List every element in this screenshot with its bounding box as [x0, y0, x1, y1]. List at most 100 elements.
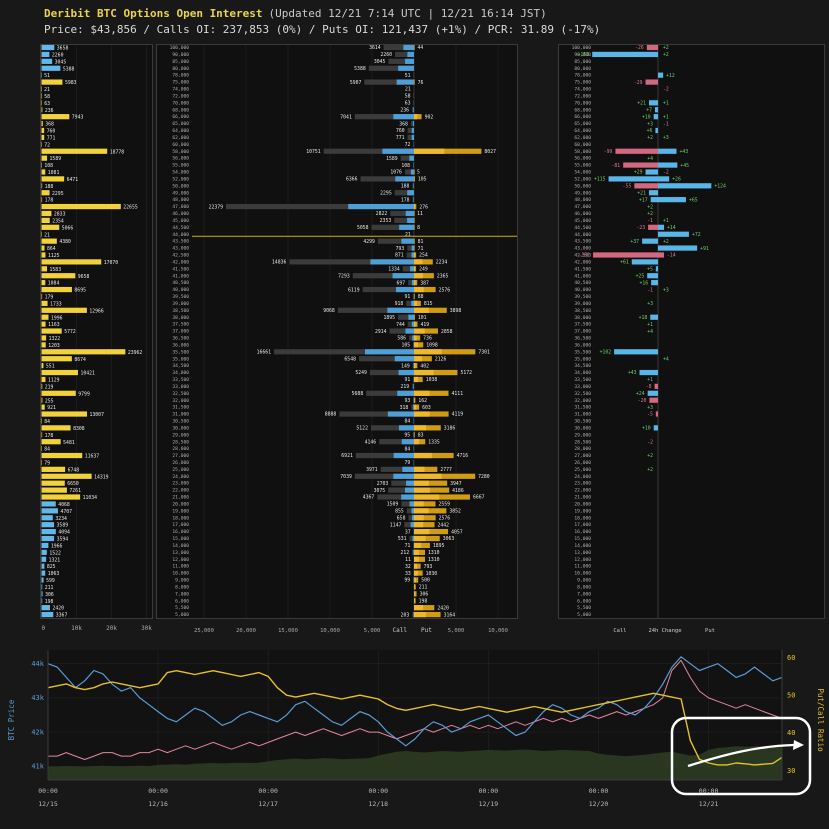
call-oi-value: 178 — [401, 197, 410, 203]
put-oi-value: 2576 — [439, 287, 451, 293]
put-oi-bar-accent — [414, 473, 442, 479]
put-oi-value: 8 — [417, 225, 420, 231]
put-oi-bar-accent — [414, 549, 419, 555]
total-oi-bar — [41, 224, 60, 230]
change-axis-title: 24h Change — [648, 628, 681, 634]
call-oi-value: 37 — [405, 529, 411, 535]
put-change-bar — [658, 224, 665, 230]
strike-tick-label: 31,000 — [574, 412, 591, 418]
call-change-value: -20 — [638, 398, 647, 404]
put-oi-value: 4111 — [452, 391, 464, 397]
put-change-value: +12 — [666, 73, 675, 79]
call-oi-value: 7293 — [338, 273, 350, 279]
strike-tick-label: 42,500 — [172, 253, 189, 259]
put-oi-bar — [414, 480, 448, 486]
call-change-bar — [650, 197, 658, 203]
put-oi-bar-accent — [414, 591, 416, 597]
call-oi-value: 2703 — [377, 481, 389, 487]
put-oi-bar — [414, 501, 436, 507]
strike-tick-label: 48,000 — [574, 197, 591, 203]
put-oi-bar-accent — [414, 515, 424, 521]
total-oi-bar — [41, 487, 67, 493]
strike-tick-label: 43,500 — [172, 239, 189, 245]
put-oi-bar-accent — [414, 356, 423, 362]
call-oi-value: 51 — [405, 73, 411, 79]
total-oi-bar — [41, 342, 46, 348]
x-tick-label: 5,000 — [448, 628, 465, 634]
date-tick-label: 12/16 — [148, 800, 168, 808]
total-oi-value: 1966 — [51, 543, 63, 549]
put-oi-bar — [414, 452, 454, 459]
strike-tick-label: 7,000 — [175, 591, 189, 597]
put-oi-bar — [414, 369, 458, 376]
strike-tick-label: 15,000 — [574, 536, 591, 542]
strike-tick-label: 11,000 — [574, 564, 591, 570]
call-oi-value: 318 — [400, 405, 409, 411]
total-oi-value: 1063 — [48, 571, 60, 577]
call-change-bar — [648, 100, 658, 106]
put-oi-value: 1098 — [426, 343, 438, 349]
time-tick-label: 00:00 — [148, 787, 168, 795]
put-oi-bar — [414, 280, 418, 286]
strike-tick-label: 85,000 — [574, 59, 591, 65]
call-oi-bar — [412, 197, 414, 203]
strike-tick-label: 16,000 — [172, 529, 189, 535]
strike-tick-label: 85,000 — [172, 59, 189, 65]
strike-tick-label: 29,000 — [172, 432, 189, 438]
total-oi-bar — [41, 183, 43, 189]
total-oi-bar — [41, 356, 72, 362]
call-oi-bar-accent — [394, 356, 414, 362]
put-oi-value: 3186 — [444, 426, 456, 432]
put-axis-label: Put — [421, 627, 432, 634]
strike-tick-label: 42,000 — [574, 259, 591, 265]
put-change-value: +2 — [663, 52, 669, 58]
call-oi-value: 212 — [401, 550, 410, 556]
put-change-value: -2 — [663, 170, 669, 176]
call-oi-bar-accent — [410, 522, 414, 528]
put-oi-value: 105 — [418, 177, 427, 183]
x-tick-label: 25,000 — [194, 628, 214, 634]
call-oi-value: 32 — [405, 564, 411, 570]
put-oi-value: 8027 — [484, 149, 496, 155]
put-oi-bar-accent — [414, 148, 445, 154]
total-oi-bar — [41, 542, 49, 549]
call-oi-bar — [355, 452, 414, 459]
total-oi-value: 79 — [44, 460, 50, 466]
put-oi-bar-accent — [414, 452, 432, 459]
call-oi-bar — [413, 542, 414, 549]
put-oi-bar-accent — [414, 611, 426, 618]
total-oi-value: 1125 — [48, 253, 60, 259]
total-oi-bar — [41, 155, 48, 161]
strike-tick-label: 9,000 — [175, 578, 189, 584]
call-oi-bar-accent — [393, 114, 414, 120]
strike-tick-label: 26,000 — [574, 460, 591, 466]
put-oi-bar-accent — [414, 487, 430, 493]
call-oi-value: 91 — [404, 377, 410, 383]
total-oi-value: 306 — [45, 592, 54, 598]
put-change-bar — [658, 231, 689, 237]
put-oi-value: 3947 — [450, 481, 462, 487]
strike-tick-label: 5,500 — [175, 605, 189, 611]
total-oi-value: 63 — [44, 101, 50, 107]
left-tick-label: 41k — [31, 763, 44, 771]
total-oi-value: 599 — [46, 578, 55, 584]
call-oi-bar-accent — [413, 549, 414, 555]
call-oi-value: 72 — [405, 142, 411, 148]
put-oi-bar — [414, 535, 440, 542]
put-oi-bar — [414, 515, 436, 521]
total-oi-value: 3045 — [55, 59, 67, 65]
put-oi-bar — [414, 148, 482, 154]
put-oi-bar-accent — [414, 349, 442, 355]
total-oi-bar — [41, 376, 46, 383]
call-oi-bar-accent — [405, 210, 414, 217]
call-oi-bar — [412, 383, 414, 389]
call-oi-bar-accent — [410, 266, 414, 272]
call-oi-bar — [360, 176, 414, 182]
put-oi-bar-accent — [414, 252, 415, 258]
call-change-value: -1 — [647, 287, 653, 293]
call-oi-bar-accent — [392, 273, 414, 279]
put-oi-bar-accent — [414, 425, 427, 431]
call-oi-value: 658 — [397, 515, 406, 521]
call-oi-value: 760 — [396, 128, 405, 134]
call-change-bar — [654, 383, 658, 389]
